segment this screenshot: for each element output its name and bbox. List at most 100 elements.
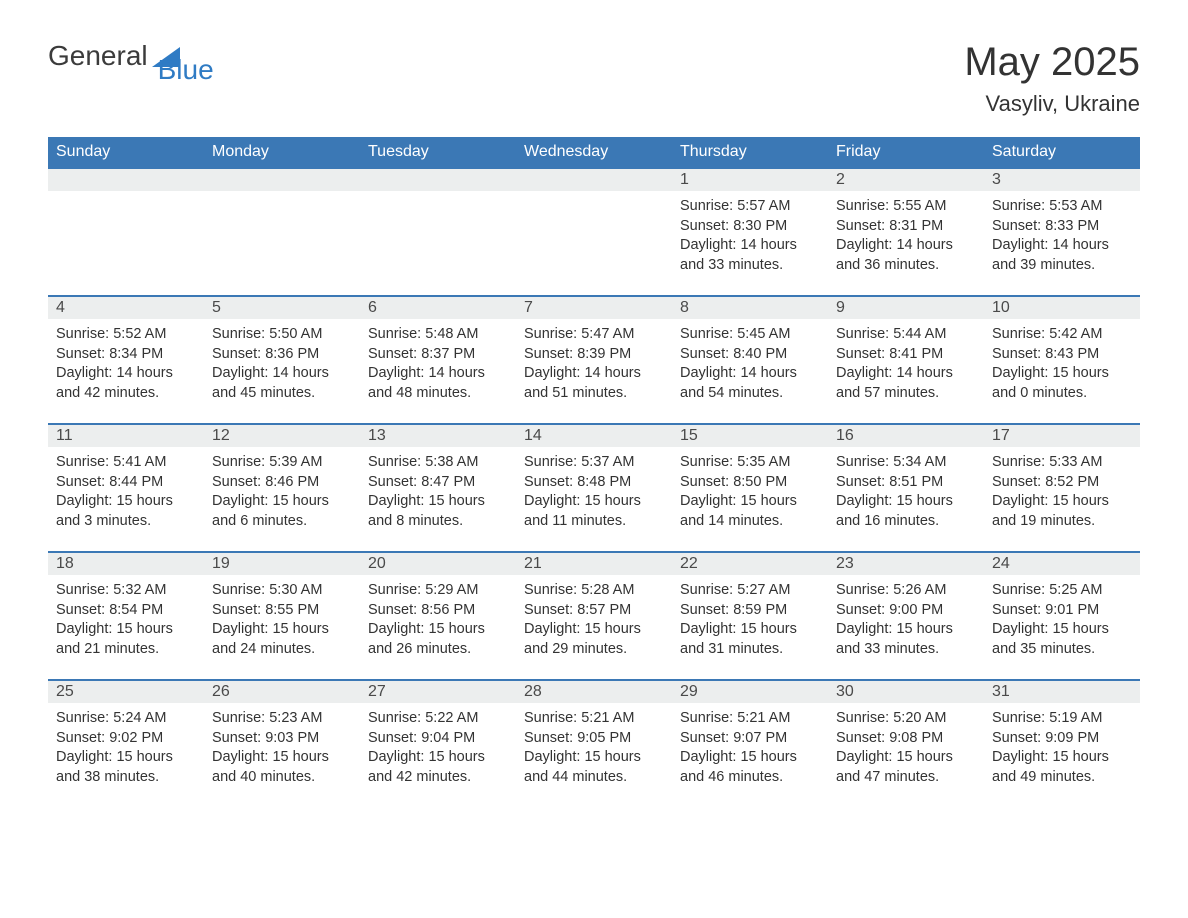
sunset-label: Sunset: — [680, 602, 733, 618]
daylight-label: Daylight: — [368, 493, 428, 509]
day-cell: 4Sunrise: 5:52 AMSunset: 8:34 PMDaylight… — [48, 296, 204, 424]
title-location: Vasyliv, Ukraine — [964, 91, 1140, 117]
day-body: Sunrise: 5:26 AMSunset: 9:00 PMDaylight:… — [828, 575, 984, 667]
sunrise-label: Sunrise: — [368, 454, 425, 470]
daylight-line: Daylight: 15 hours and 0 minutes. — [992, 364, 1132, 403]
daylight-line: Daylight: 15 hours and 38 minutes. — [56, 748, 196, 787]
daylight-label: Daylight: — [680, 237, 740, 253]
sunrise-label: Sunrise: — [524, 454, 581, 470]
day-number: 28 — [516, 681, 672, 703]
sunrise-value: 5:39 AM — [269, 454, 322, 470]
sunrise-line: Sunrise: 5:38 AM — [368, 453, 508, 473]
daylight-label: Daylight: — [212, 749, 272, 765]
day-number: 26 — [204, 681, 360, 703]
sunrise-label: Sunrise: — [680, 710, 737, 726]
week-row: 1Sunrise: 5:57 AMSunset: 8:30 PMDaylight… — [48, 168, 1140, 296]
sunrise-label: Sunrise: — [836, 326, 893, 342]
sunset-label: Sunset: — [524, 346, 577, 362]
daylight-line: Daylight: 14 hours and 39 minutes. — [992, 236, 1132, 275]
day-body: Sunrise: 5:39 AMSunset: 8:46 PMDaylight:… — [204, 447, 360, 539]
daylight-label: Daylight: — [836, 237, 896, 253]
sunset-label: Sunset: — [836, 346, 889, 362]
sunset-value: 8:59 PM — [733, 602, 787, 618]
day-cell: 15Sunrise: 5:35 AMSunset: 8:50 PMDayligh… — [672, 424, 828, 552]
sunrise-value: 5:52 AM — [113, 326, 166, 342]
day-number: 25 — [48, 681, 204, 703]
day-cell: 9Sunrise: 5:44 AMSunset: 8:41 PMDaylight… — [828, 296, 984, 424]
daylight-line: Daylight: 15 hours and 21 minutes. — [56, 620, 196, 659]
sunrise-line: Sunrise: 5:24 AM — [56, 709, 196, 729]
sunrise-label: Sunrise: — [992, 710, 1049, 726]
daylight-line: Daylight: 14 hours and 36 minutes. — [836, 236, 976, 275]
weekday-header: Thursday — [672, 137, 828, 168]
day-cell: 7Sunrise: 5:47 AMSunset: 8:39 PMDaylight… — [516, 296, 672, 424]
sunrise-line: Sunrise: 5:55 AM — [836, 197, 976, 217]
daylight-label: Daylight: — [368, 365, 428, 381]
day-body: Sunrise: 5:44 AMSunset: 8:41 PMDaylight:… — [828, 319, 984, 411]
daylight-line: Daylight: 14 hours and 57 minutes. — [836, 364, 976, 403]
sunset-value: 8:50 PM — [733, 474, 787, 490]
day-body-empty — [516, 191, 672, 271]
sunset-label: Sunset: — [368, 346, 421, 362]
daylight-line: Daylight: 14 hours and 33 minutes. — [680, 236, 820, 275]
sunset-value: 8:43 PM — [1045, 346, 1099, 362]
day-number: 10 — [984, 297, 1140, 319]
daylight-line: Daylight: 15 hours and 33 minutes. — [836, 620, 976, 659]
daylight-label: Daylight: — [836, 365, 896, 381]
sunset-value: 9:02 PM — [109, 730, 163, 746]
sunrise-value: 5:32 AM — [113, 582, 166, 598]
sunrise-line: Sunrise: 5:30 AM — [212, 581, 352, 601]
sunrise-line: Sunrise: 5:37 AM — [524, 453, 664, 473]
daylight-label: Daylight: — [212, 365, 272, 381]
daylight-line: Daylight: 15 hours and 11 minutes. — [524, 492, 664, 531]
sunset-value: 8:52 PM — [1045, 474, 1099, 490]
sunrise-value: 5:50 AM — [269, 326, 322, 342]
day-number: 20 — [360, 553, 516, 575]
sunrise-value: 5:20 AM — [893, 710, 946, 726]
day-number: 8 — [672, 297, 828, 319]
sunset-line: Sunset: 8:43 PM — [992, 345, 1132, 365]
day-body: Sunrise: 5:22 AMSunset: 9:04 PMDaylight:… — [360, 703, 516, 795]
sunset-label: Sunset: — [212, 730, 265, 746]
sunset-label: Sunset: — [56, 346, 109, 362]
day-number: 27 — [360, 681, 516, 703]
sunset-line: Sunset: 9:04 PM — [368, 729, 508, 749]
sunrise-value: 5:41 AM — [113, 454, 166, 470]
sunrise-value: 5:23 AM — [269, 710, 322, 726]
calendar-table: SundayMondayTuesdayWednesdayThursdayFrid… — [48, 137, 1140, 808]
sunset-label: Sunset: — [368, 474, 421, 490]
day-body: Sunrise: 5:21 AMSunset: 9:07 PMDaylight:… — [672, 703, 828, 795]
sunset-line: Sunset: 9:09 PM — [992, 729, 1132, 749]
sunrise-line: Sunrise: 5:27 AM — [680, 581, 820, 601]
sunrise-line: Sunrise: 5:48 AM — [368, 325, 508, 345]
weekday-header-row: SundayMondayTuesdayWednesdayThursdayFrid… — [48, 137, 1140, 168]
day-number: 1 — [672, 169, 828, 191]
sunset-label: Sunset: — [212, 346, 265, 362]
sunset-label: Sunset: — [992, 602, 1045, 618]
day-body: Sunrise: 5:30 AMSunset: 8:55 PMDaylight:… — [204, 575, 360, 667]
sunset-label: Sunset: — [56, 730, 109, 746]
day-cell: 23Sunrise: 5:26 AMSunset: 9:00 PMDayligh… — [828, 552, 984, 680]
sunset-line: Sunset: 8:47 PM — [368, 473, 508, 493]
sunset-label: Sunset: — [992, 218, 1045, 234]
sunset-value: 8:41 PM — [889, 346, 943, 362]
daylight-line: Daylight: 15 hours and 26 minutes. — [368, 620, 508, 659]
sunset-line: Sunset: 9:03 PM — [212, 729, 352, 749]
sunrise-line: Sunrise: 5:29 AM — [368, 581, 508, 601]
daylight-line: Daylight: 15 hours and 24 minutes. — [212, 620, 352, 659]
day-cell: 27Sunrise: 5:22 AMSunset: 9:04 PMDayligh… — [360, 680, 516, 808]
sunrise-label: Sunrise: — [524, 710, 581, 726]
sunset-line: Sunset: 8:56 PM — [368, 601, 508, 621]
daylight-label: Daylight: — [368, 749, 428, 765]
sunset-label: Sunset: — [56, 474, 109, 490]
sunrise-label: Sunrise: — [368, 326, 425, 342]
brand-text-2: Blue — [158, 54, 214, 85]
day-number: 29 — [672, 681, 828, 703]
title-month: May 2025 — [964, 40, 1140, 85]
daylight-line: Daylight: 15 hours and 31 minutes. — [680, 620, 820, 659]
daylight-line: Daylight: 15 hours and 35 minutes. — [992, 620, 1132, 659]
sunrise-value: 5:42 AM — [1049, 326, 1102, 342]
day-number: 24 — [984, 553, 1140, 575]
sunset-label: Sunset: — [56, 602, 109, 618]
day-cell: 8Sunrise: 5:45 AMSunset: 8:40 PMDaylight… — [672, 296, 828, 424]
